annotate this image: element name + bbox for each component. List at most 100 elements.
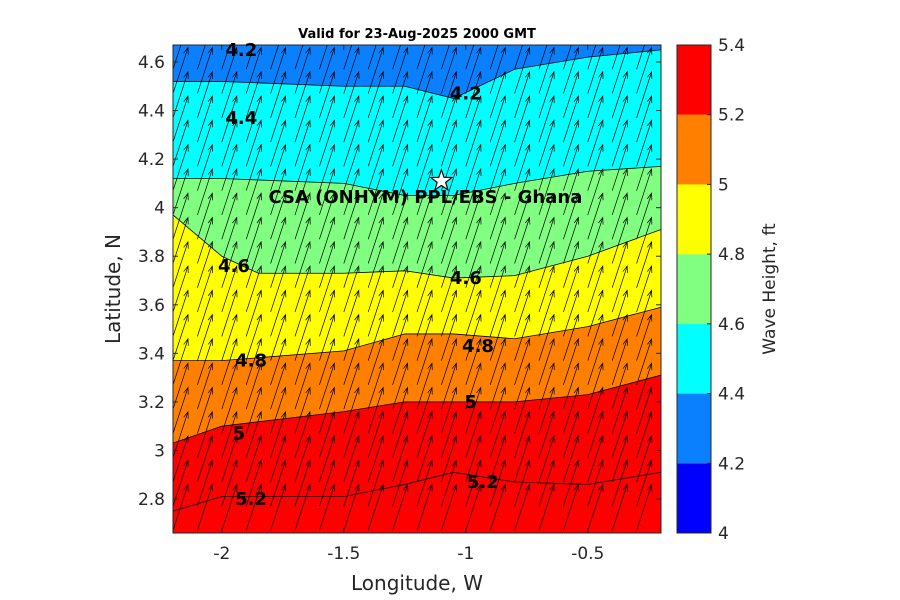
y-axis-ticks: 2.8 3 3.2 3.4 3.6 3.8 4 4.2 4.4 4.6 (138, 53, 661, 510)
direction-arrow (611, 265, 628, 313)
direction-arrow (611, 45, 621, 70)
direction-arrow (489, 192, 506, 240)
direction-arrow (367, 70, 384, 118)
direction-arrow (392, 289, 409, 337)
direction-arrow (270, 216, 287, 264)
direction-arrow (319, 70, 335, 118)
direction-arrow (197, 435, 213, 483)
direction-arrow (563, 167, 579, 216)
direction-arrow (611, 216, 628, 264)
contour-label: 4.4 (225, 108, 257, 129)
direction-arrow (319, 289, 335, 337)
direction-arrow (343, 386, 360, 434)
direction-arrow (270, 192, 287, 240)
direction-arrow (660, 335, 661, 337)
y-tick-label: 3.4 (138, 344, 165, 364)
direction-arrow (416, 70, 433, 118)
direction-arrow (294, 95, 311, 143)
direction-arrow (221, 337, 238, 386)
direction-arrow (221, 192, 238, 240)
direction-arrow (392, 119, 409, 167)
x-tick-label: -1 (457, 544, 474, 564)
direction-arrow (489, 70, 506, 118)
direction-arrow (636, 119, 653, 167)
direction-arrow (294, 46, 311, 94)
direction-arrow (636, 265, 653, 313)
direction-arrow (441, 483, 457, 531)
direction-arrow (636, 192, 653, 240)
x-tick-label: -2 (213, 544, 230, 564)
direction-arrow (221, 435, 238, 483)
direction-arrow (636, 459, 653, 507)
contour-line-4.6 (173, 165, 662, 196)
direction-arrow (245, 70, 262, 118)
direction-arrow (538, 410, 555, 458)
direction-arrow (660, 480, 661, 483)
direction-arrow (173, 95, 189, 143)
y-tick-label: 4 (154, 199, 165, 219)
direction-arrow (221, 45, 231, 70)
contour-label: 5.2 (235, 489, 267, 510)
direction-arrow (636, 410, 653, 458)
direction-arrow (197, 337, 213, 386)
direction-arrow (611, 289, 628, 337)
direction-arrow (245, 313, 262, 361)
direction-arrow (563, 216, 579, 264)
direction-arrow (367, 289, 384, 337)
direction-arrow (392, 45, 401, 70)
y-tick-label: 4.6 (138, 53, 165, 73)
direction-arrow (660, 359, 661, 361)
direction-arrow (563, 240, 579, 288)
direction-arrow (563, 410, 579, 458)
direction-arrow (587, 216, 604, 264)
colorbar-frame (676, 44, 712, 534)
direction-arrow (563, 70, 579, 118)
direction-arrow (660, 213, 661, 215)
direction-arrow (587, 289, 604, 337)
direction-arrow (294, 386, 311, 434)
direction-arrow (489, 45, 499, 70)
direction-arrow (539, 45, 540, 46)
direction-arrow (270, 240, 287, 288)
colorbar-tick-label: 4.2 (718, 454, 745, 474)
direction-arrow (294, 289, 311, 337)
direction-arrow (367, 483, 384, 531)
direction-arrow (563, 337, 579, 386)
direction-arrow (416, 167, 433, 216)
direction-arrow (416, 143, 433, 191)
direction-arrow (611, 70, 628, 118)
direction-arrow (563, 459, 579, 507)
direction-arrow (611, 192, 628, 240)
direction-arrow (563, 46, 579, 94)
direction-arrow (221, 70, 238, 118)
direction-arrow (563, 119, 579, 167)
direction-arrow (514, 459, 531, 507)
direction-arrow (465, 216, 482, 264)
direction-arrow (465, 483, 482, 531)
direction-arrow (465, 313, 482, 361)
direction-arrow (660, 408, 661, 410)
direction-arrow (392, 216, 409, 264)
direction-arrow (661, 0, 676, 45)
direction-arrow (270, 265, 287, 313)
direction-arrow (636, 45, 645, 70)
direction-arrow (343, 45, 353, 70)
direction-arrow (538, 289, 555, 337)
direction-arrow (441, 459, 457, 507)
direction-arrow (611, 459, 628, 507)
contour-labels: 4.2 4.2 4.4 4.6 4.6 4.8 4.8 5 5 5.2 5.2 (218, 40, 499, 510)
direction-arrow (343, 70, 360, 118)
direction-arrow (270, 410, 287, 458)
direction-arrow (392, 46, 409, 94)
direction-arrow (563, 483, 579, 531)
direction-arrow (660, 189, 661, 191)
direction-arrow (563, 289, 579, 337)
direction-arrow (514, 265, 531, 313)
direction-arrow (270, 46, 287, 94)
direction-arrow (563, 435, 579, 483)
direction-arrow (611, 46, 628, 94)
direction-arrow (441, 167, 457, 216)
direction-arrow (538, 337, 555, 386)
direction-arrow (611, 119, 628, 167)
